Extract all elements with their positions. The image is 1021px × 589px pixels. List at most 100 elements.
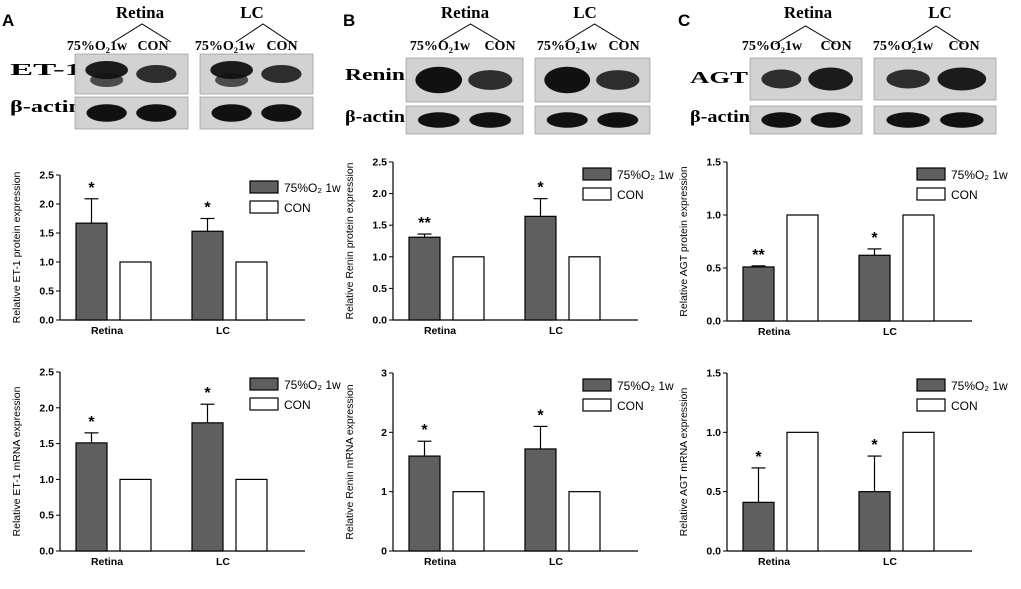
bar-control	[235, 478, 268, 552]
x-tick-label: Retina	[758, 326, 790, 338]
panel-a: A Retina 75%O₂1w CON LC 75%O₂1w CON ET-1 β-actin…	[2, 3, 341, 568]
bar-control	[452, 491, 485, 552]
x-tick-label: Retina	[91, 556, 123, 568]
y-tick-label: 2.5	[39, 170, 54, 182]
blot-lane-label: CON	[484, 39, 515, 54]
bar-control	[568, 256, 601, 321]
y-tick-label: 0.5	[706, 486, 721, 498]
actin-band	[761, 112, 802, 128]
bar-control	[235, 261, 268, 321]
y-tick-label: 2.0	[39, 402, 54, 414]
legend-swatch	[582, 378, 612, 392]
y-axis-label: Relative ET-1 protein expression	[11, 171, 23, 323]
x-tick-label: Retina	[424, 556, 456, 568]
blot-group-label: Retina	[441, 3, 490, 22]
blot-group-label: LC	[573, 3, 597, 22]
y-axis-label: Relative AGT protein expression	[678, 166, 690, 317]
bar-treated	[742, 501, 775, 552]
blot-row-label: β-actin	[690, 107, 751, 126]
blot-group-label: LC	[928, 3, 952, 22]
blot-lane-label: 75%O₂1w	[873, 39, 934, 54]
legend-label: 75%O₂ 1w	[951, 168, 1008, 182]
bar-treated	[524, 448, 557, 552]
y-axis-label: Relative Renin mRNA expression	[344, 384, 356, 539]
actin-band	[469, 112, 512, 128]
bar-treated	[858, 254, 891, 322]
blot-lane-label: 75%O₂1w	[195, 39, 256, 54]
protein-band	[136, 65, 177, 83]
legend-swatch	[916, 398, 946, 412]
protein-band	[85, 61, 128, 79]
y-tick-label: 1.0	[39, 474, 54, 486]
legend-label: 75%O₂ 1w	[617, 379, 674, 393]
x-tick-label: Retina	[424, 325, 456, 337]
significance-marker: *	[871, 437, 878, 454]
bar-treated	[408, 236, 441, 321]
bar-control	[119, 478, 152, 552]
bar-control	[786, 214, 819, 322]
significance-marker: *	[88, 414, 95, 431]
blot-row-label: Renin	[345, 65, 406, 84]
bar-treated	[191, 230, 224, 321]
actin-band	[940, 112, 984, 128]
y-tick-label: 0	[381, 546, 387, 558]
y-axis-label: Relative ET-1 mRNA expression	[11, 386, 23, 536]
bar-chart: 0.0 0.5 1.0 1.5 2.0 2.5 Relative ET-1 mRNA exp…	[11, 367, 341, 569]
significance-marker: *	[88, 180, 95, 197]
bar-treated	[742, 266, 775, 322]
bar-treated	[75, 442, 108, 552]
legend-swatch	[249, 397, 279, 411]
bar-treated	[191, 422, 224, 552]
blot-lane-label: CON	[608, 39, 639, 54]
y-tick-label: 0.0	[706, 546, 721, 558]
bar-treated	[75, 222, 108, 321]
actin-band	[810, 112, 851, 128]
bar-chart: 0.0 0.5 1.0 1.5 2.0 2.5 Relative ET-1 protein …	[11, 170, 341, 338]
blot-lane-wedge	[235, 23, 291, 43]
bar-chart: 0.0 0.5 1.0 1.5 Relative AGT protein express…	[678, 157, 1008, 339]
panel-letter: B	[343, 11, 355, 30]
legend-label: CON	[617, 188, 644, 202]
western-blot: Retina 75%O₂1w CON LC 75%O₂1w CON Renin β-actin	[345, 3, 651, 135]
blot-lane-label: 75%O₂1w	[410, 39, 471, 54]
y-tick-label: 2	[381, 427, 387, 439]
blot-lane-wedge	[439, 23, 502, 43]
protein-band	[90, 73, 124, 87]
y-tick-label: 0.5	[39, 510, 54, 522]
legend-swatch	[916, 187, 946, 201]
x-tick-label: LC	[549, 325, 563, 337]
legend-swatch	[249, 200, 279, 214]
bar-chart: 0.0 0.5 1.0 1.5 Relative AGT mRNA expression…	[678, 368, 1008, 569]
legend-label: 75%O₂ 1w	[951, 379, 1008, 393]
blot-row-label: ET-1	[10, 60, 82, 79]
x-tick-label: LC	[216, 325, 230, 337]
x-tick-label: Retina	[91, 325, 123, 337]
y-tick-label: 1.5	[706, 368, 721, 380]
actin-band	[211, 104, 252, 122]
significance-marker: *	[537, 407, 544, 424]
y-tick-label: 1.0	[372, 251, 387, 263]
actin-band	[597, 112, 639, 128]
significance-marker: *	[871, 230, 878, 247]
protein-band	[886, 69, 930, 89]
bar-control	[568, 491, 601, 552]
bar-treated	[524, 215, 557, 321]
bar-chart: 0 1 2 3 Relative Renin mRNA expression * Retin…	[344, 368, 674, 569]
significance-marker: **	[418, 215, 431, 232]
blot-lane-label: 75%O₂1w	[67, 39, 128, 54]
y-tick-label: 2.5	[39, 367, 54, 379]
x-tick-label: LC	[883, 326, 897, 338]
legend-label: 75%O₂ 1w	[284, 378, 341, 392]
blot-lane-label: 75%O₂1w	[742, 39, 803, 54]
y-tick-label: 0.0	[706, 316, 721, 328]
y-tick-label: 2.5	[372, 157, 387, 169]
blot-row-label: β-actin	[345, 107, 406, 126]
blot-lane-wedge	[112, 23, 172, 43]
y-tick-label: 1	[381, 486, 387, 498]
blot-group-label: Retina	[116, 3, 165, 22]
significance-marker: *	[755, 449, 762, 466]
protein-band	[761, 69, 802, 89]
panel-b: B Retina 75%O₂1w CON LC 75%O₂1w CON Renin β-acti…	[343, 3, 674, 568]
y-tick-label: 1.5	[39, 438, 54, 450]
